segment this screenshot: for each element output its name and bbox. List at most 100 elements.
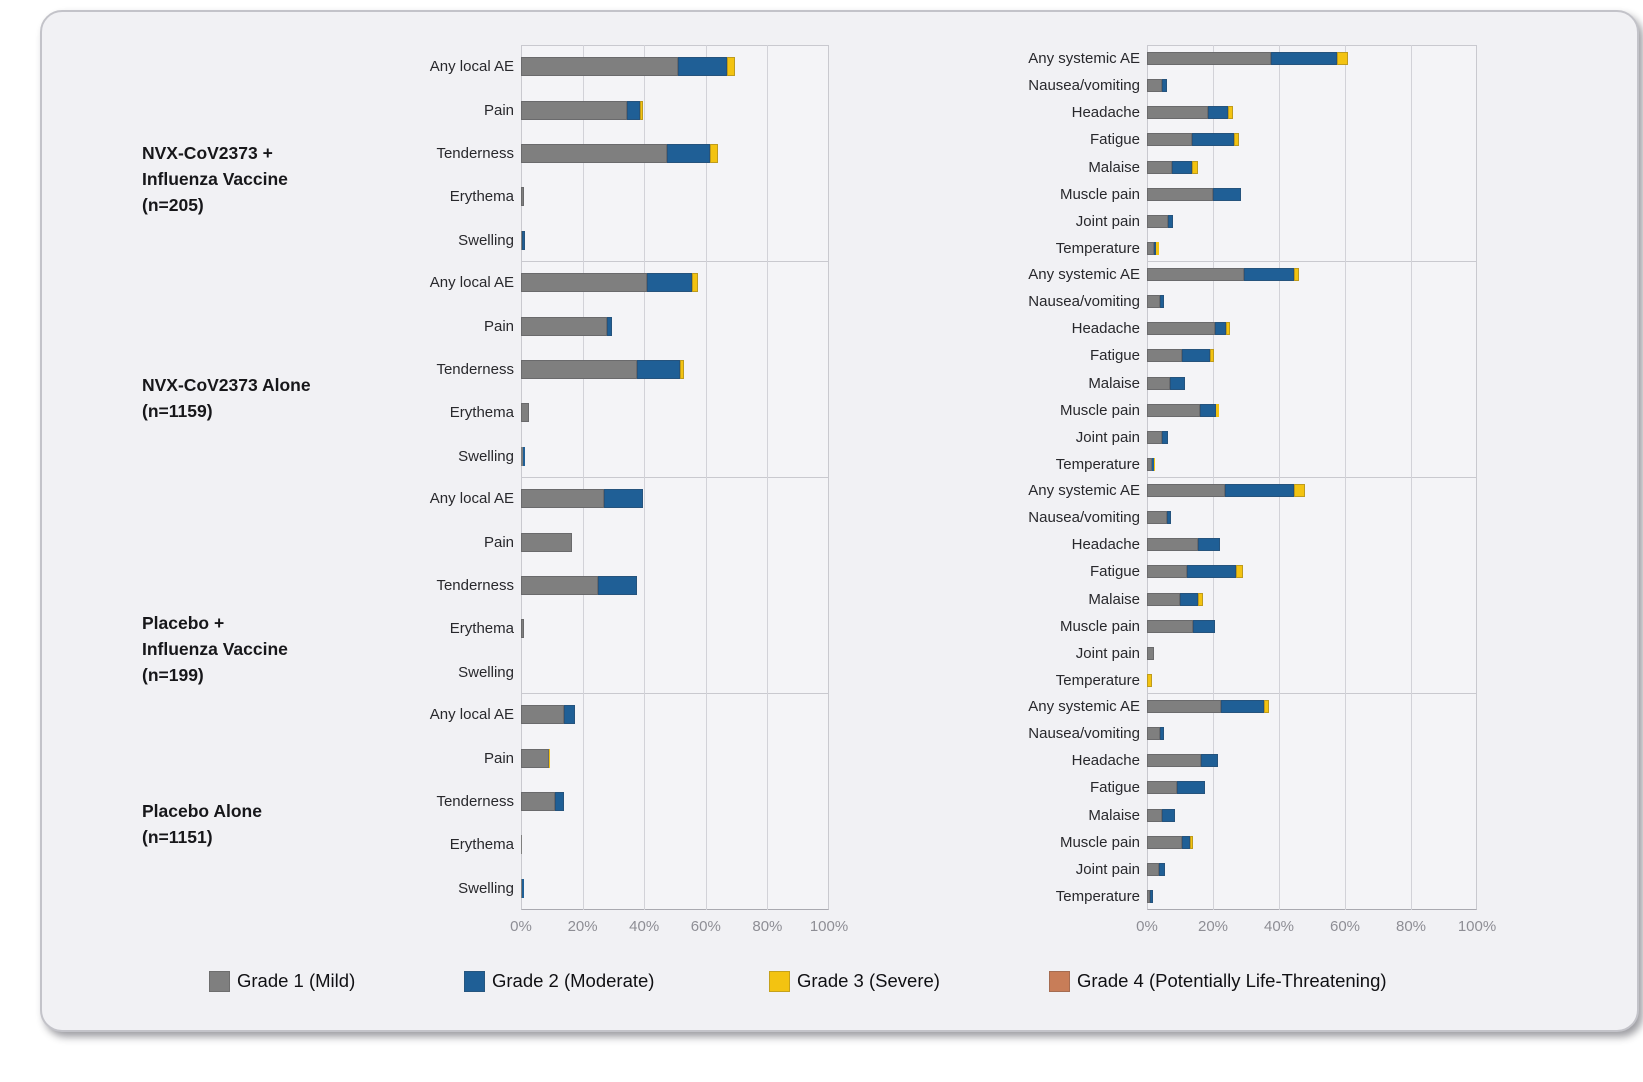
group-label-line: Placebo Alone xyxy=(142,801,262,821)
gridline-60pct xyxy=(1345,45,1346,262)
group-label-line: (n=1151) xyxy=(142,827,213,847)
category-label: Nausea/vomiting xyxy=(1028,77,1140,95)
bar-segment-grade3 xyxy=(1236,565,1243,579)
gridline-80pct xyxy=(1411,693,1412,910)
systemic-row: Muscle pain xyxy=(42,181,1477,208)
local-row: Swelling xyxy=(42,435,829,478)
systemic-row: Nausea/vomiting xyxy=(42,72,1477,99)
bar-track xyxy=(1147,808,1477,822)
gridline-20pct xyxy=(1213,261,1214,478)
bar-segment-grade3 xyxy=(1209,349,1214,363)
category-label: Fatigue xyxy=(1089,563,1140,581)
gridline-40pct xyxy=(1279,261,1280,478)
bar-track xyxy=(1147,268,1477,282)
legend-item-grade4: Grade 4 (Potentially Life-Threatening) xyxy=(1049,970,1387,992)
local-axis-tick-label: 0% xyxy=(510,918,532,935)
bar-segment-grade2 xyxy=(1158,862,1166,876)
category-label: Malaise xyxy=(1088,374,1140,392)
bar-segment-grade2 xyxy=(1159,727,1165,741)
bar-segment-grade1 xyxy=(1147,538,1199,552)
bar-track xyxy=(521,532,829,552)
category-label: Erythema xyxy=(449,188,514,206)
category-label: Pain xyxy=(483,749,514,767)
systemic-row: Temperature xyxy=(42,667,1477,694)
gridline-80pct xyxy=(767,45,769,262)
bar-segment-grade3 xyxy=(548,748,551,768)
legend-label-grade1: Grade 1 (Mild) xyxy=(237,970,356,991)
gridline-80pct xyxy=(1411,45,1412,262)
bar-segment-grade1 xyxy=(521,100,628,120)
local-row: Pain xyxy=(42,304,829,347)
category-label: Joint pain xyxy=(1075,212,1140,230)
legend-label-grade2: Grade 2 (Moderate) xyxy=(492,970,655,991)
bar-segment-grade1 xyxy=(521,619,525,639)
bar-segment-grade1 xyxy=(1147,484,1225,498)
bar-segment-grade1 xyxy=(521,57,679,77)
systemic-row: Headache xyxy=(42,99,1477,126)
category-label: Fatigue xyxy=(1089,347,1140,365)
gridline-40pct xyxy=(1279,477,1280,694)
bar-track xyxy=(521,230,829,250)
local-axis-tick-label: 100% xyxy=(809,918,849,935)
group-label-line: NVX-CoV2373 + xyxy=(142,143,273,163)
category-label: Nausea/vomiting xyxy=(1028,509,1140,527)
bar-track xyxy=(521,619,829,639)
systemic-axis-tick-label: 40% xyxy=(1263,918,1295,935)
category-label: Swelling xyxy=(458,447,514,465)
systemic-plot-box-group1 xyxy=(1147,45,1477,262)
bar-segment-grade1 xyxy=(1147,241,1154,255)
bar-segment-grade2 xyxy=(607,316,612,336)
gridline-20pct xyxy=(582,693,584,910)
bar-segment-grade1 xyxy=(1147,187,1213,201)
bar-segment-grade2 xyxy=(1186,565,1237,579)
bar-track xyxy=(1147,214,1477,228)
systemic-row: Nausea/vomiting xyxy=(42,288,1477,315)
systemic-row: Temperature xyxy=(42,883,1477,910)
bar-track xyxy=(1147,592,1477,606)
category-label: Malaise xyxy=(1088,158,1140,176)
category-label: Joint pain xyxy=(1075,644,1140,662)
group-label-line: Influenza Vaccine xyxy=(142,639,288,659)
legend-label-grade4: Grade 4 (Potentially Life-Threatening) xyxy=(1077,970,1387,991)
bar-segment-grade2 xyxy=(1181,835,1190,849)
bar-segment-grade2 xyxy=(523,446,525,466)
local-row: Swelling xyxy=(42,651,829,694)
systemic-row: Temperature xyxy=(42,235,1477,262)
category-label: Fatigue xyxy=(1089,779,1140,797)
local-row: Erythema xyxy=(42,175,829,218)
local-row: Swelling xyxy=(42,867,829,910)
local-row: Any local AE xyxy=(42,45,829,88)
local-axis-tick-label: 80% xyxy=(752,918,783,935)
bar-track xyxy=(1147,700,1477,714)
bar-segment-grade2 xyxy=(1161,808,1176,822)
bar-segment-grade2 xyxy=(521,878,525,898)
bar-segment-grade2 xyxy=(1224,484,1294,498)
category-label: Headache xyxy=(1071,320,1140,338)
bar-segment-grade1 xyxy=(521,230,522,250)
gridline-60pct xyxy=(1345,693,1346,910)
local-plot-box-group4 xyxy=(521,693,829,910)
bar-track xyxy=(521,316,829,336)
gridline-60pct xyxy=(705,693,707,910)
category-label: Muscle pain xyxy=(1059,401,1140,419)
local-axis-tick-label: 60% xyxy=(690,918,721,935)
bar-segment-grade1 xyxy=(1147,52,1271,66)
bar-track xyxy=(1147,565,1477,579)
category-label: Nausea/vomiting xyxy=(1028,725,1140,743)
systemic-axis-tick-label: 20% xyxy=(1197,918,1229,935)
bar-segment-grade1 xyxy=(1147,700,1222,714)
bar-segment-grade3 xyxy=(1198,592,1204,606)
bar-segment-grade1 xyxy=(1147,511,1167,525)
legend-swatch-grade4 xyxy=(1049,970,1070,992)
category-label: Fatigue xyxy=(1089,131,1140,149)
bar-segment-grade2 xyxy=(636,359,680,379)
bar-segment-grade3 xyxy=(691,273,699,293)
bar-track xyxy=(1147,484,1477,498)
gridline-80pct xyxy=(767,693,769,910)
bar-segment-grade3 xyxy=(1189,835,1193,849)
bar-track xyxy=(1147,187,1477,201)
bar-segment-grade2 xyxy=(1161,79,1167,93)
gridline-20pct xyxy=(1213,45,1214,262)
systemic-row: Fatigue xyxy=(42,774,1477,801)
systemic-row: Nausea/vomiting xyxy=(42,720,1477,747)
